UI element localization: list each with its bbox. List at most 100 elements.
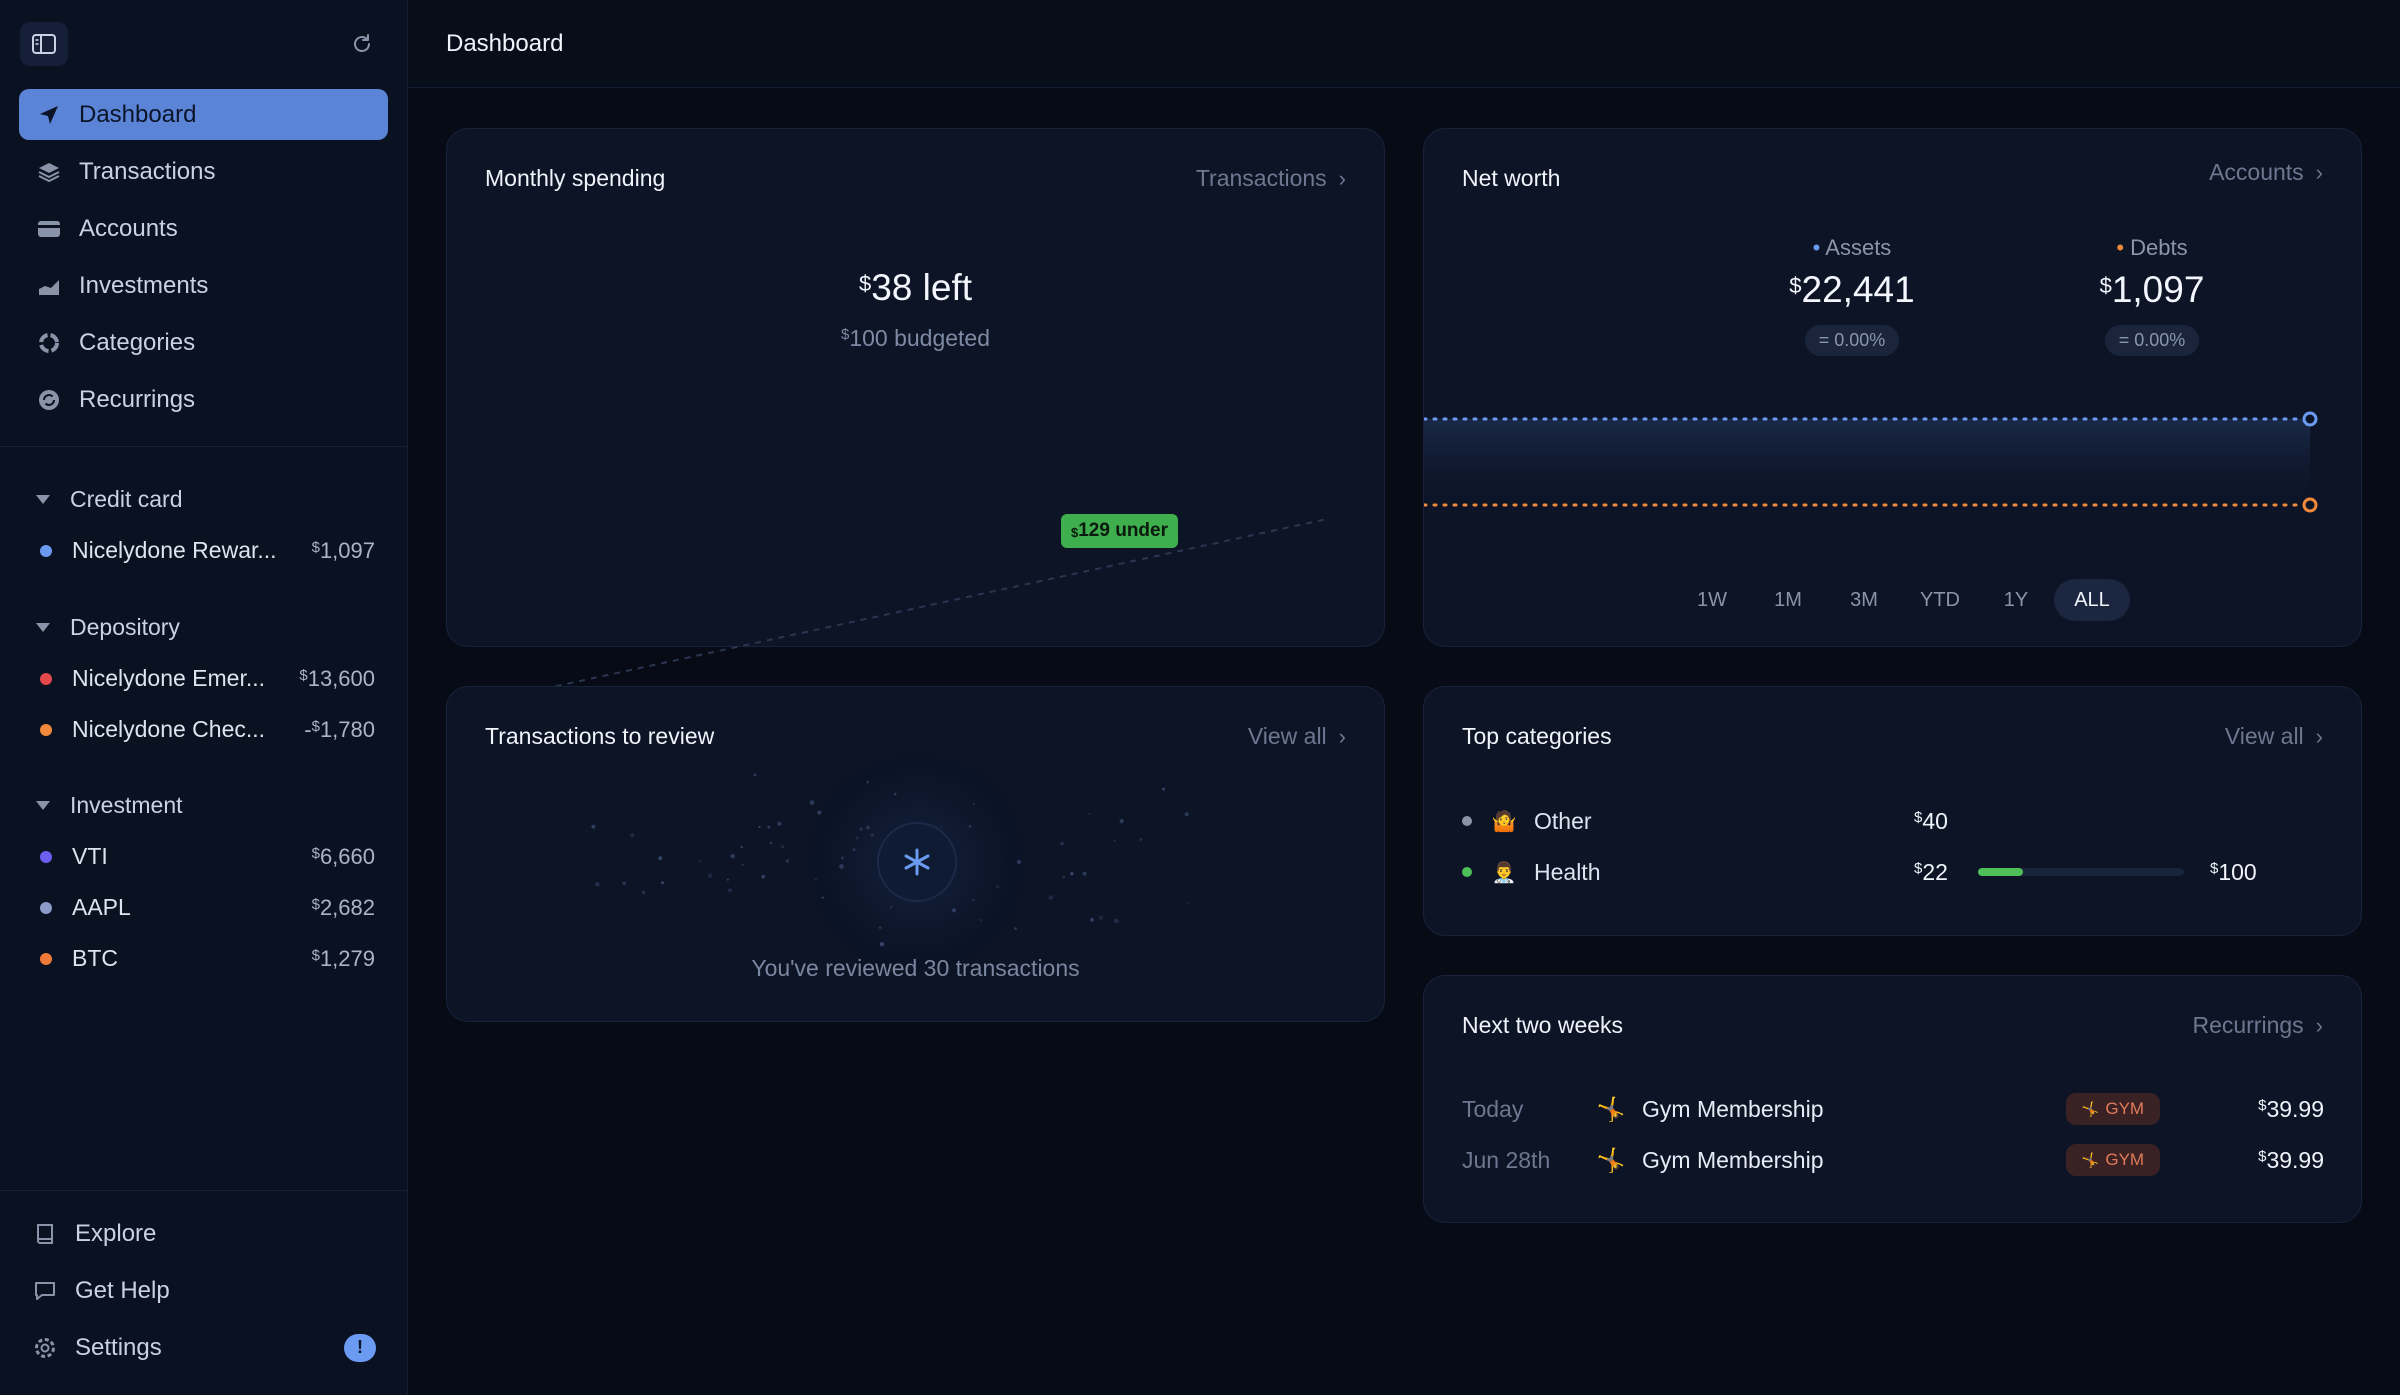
category-dot [1462, 816, 1472, 826]
gymnast-emoji-icon: 🤸 [1596, 1146, 1626, 1173]
nav-item-recurrings[interactable]: Recurrings [19, 374, 388, 425]
category-name: Other [1534, 807, 1592, 834]
category-amount: $22 [1914, 858, 1948, 885]
account-dot [40, 544, 52, 557]
card-title: Next two weeks [1462, 1012, 1624, 1038]
particle-dot [595, 882, 600, 887]
view-all-link[interactable]: View all › [1248, 723, 1346, 750]
group-label: Depository [70, 614, 180, 640]
particle-dot [952, 908, 956, 913]
nav-item-transactions[interactable]: Transactions [19, 146, 388, 197]
nav-item-categories[interactable]: Categories [19, 317, 388, 368]
range-ytd[interactable]: YTD [1920, 588, 1960, 611]
sidebar: Dashboard Transactions Accounts Investme… [0, 0, 408, 1395]
particle-dot [893, 792, 897, 796]
settings-alert-badge: ! [344, 1333, 376, 1362]
nav-item-explore[interactable]: Explore [19, 1208, 388, 1259]
nav-item-investments[interactable]: Investments [19, 260, 388, 311]
debts-summary: • Debts $1,097 = 0.00% [2042, 235, 2262, 356]
category-row[interactable]: 👨‍⚕️ Health $22 $100 [1462, 852, 2322, 892]
recurring-row[interactable]: Jun 28th 🤸 Gym Membership 🤸 GYM $39.99 [1462, 1140, 2324, 1180]
particle-dot [1048, 895, 1054, 900]
range-3m[interactable]: 3M [1850, 588, 1878, 611]
nav-item-settings[interactable]: Settings ! [19, 1322, 388, 1373]
particle-dot [726, 878, 729, 881]
particle-dot [1113, 839, 1116, 842]
range-1m[interactable]: 1M [1774, 588, 1802, 611]
view-all-link[interactable]: View all › [2225, 723, 2323, 750]
account-row[interactable]: Nicelydone Emer... $13,600 [0, 653, 408, 704]
account-name: AAPL [72, 894, 131, 920]
group-header[interactable]: Investment [0, 780, 408, 831]
category-amount: $40 [1914, 807, 1948, 834]
nav-label: Settings [75, 1333, 162, 1361]
recurring-amount: $39.99 [2258, 1095, 2324, 1122]
sparkle-icon [904, 848, 930, 876]
account-row[interactable]: Nicelydone Chec... -$1,780 [0, 704, 408, 755]
category-row[interactable]: 🤷 Other $40 [1462, 801, 2322, 841]
category-name: Health [1534, 858, 1601, 885]
account-name: VTI [72, 843, 108, 869]
nav-label: Transactions [79, 157, 216, 185]
assets-change-badge: = 0.00% [1804, 325, 1900, 356]
particle-dot [728, 888, 732, 893]
account-dot [40, 672, 52, 685]
assets-label: • Assets [1812, 235, 1892, 260]
particle-dot [1088, 812, 1091, 815]
sidebar-divider [0, 1190, 408, 1191]
particle-dot [769, 841, 773, 844]
account-row[interactable]: VTI $6,660 [0, 831, 408, 882]
particle-dot [879, 942, 885, 947]
recurring-name: Gym Membership [1642, 1146, 1824, 1173]
sidebar-bottom: Explore Get Help Settings ! [0, 1208, 408, 1379]
particle-dot [741, 863, 744, 866]
nav-label: Recurrings [79, 385, 196, 413]
particle-dot [753, 773, 757, 777]
particle-dot [1114, 918, 1119, 924]
account-dot [40, 850, 52, 863]
group-label: Credit card [70, 486, 183, 512]
nav-item-accounts[interactable]: Accounts [19, 203, 388, 254]
nav-item-get-help[interactable]: Get Help [19, 1265, 388, 1316]
group-header[interactable]: Depository [0, 602, 408, 653]
budget-pace-line [496, 518, 1328, 700]
particle-dot [855, 836, 859, 840]
range-1w[interactable]: 1W [1697, 588, 1727, 611]
under-budget-tooltip: $129 under [1061, 514, 1178, 548]
remaining-amount: $38 left [858, 267, 973, 308]
particle-dot [972, 802, 975, 805]
range-all[interactable]: ALL [2054, 579, 2130, 621]
range-1y[interactable]: 1Y [2003, 588, 2029, 611]
particle-dot [968, 824, 972, 828]
caret-down-icon [36, 801, 50, 810]
page-title: Dashboard [446, 30, 564, 57]
particle-dot [1187, 901, 1190, 904]
particle-dot [1184, 812, 1189, 817]
recurring-row[interactable]: Today 🤸 Gym Membership 🤸 GYM $39.99 [1462, 1089, 2324, 1129]
group-label: Investment [70, 792, 183, 818]
particle-dot [1060, 842, 1064, 846]
particle-dot [622, 881, 626, 886]
nav-item-dashboard[interactable]: Dashboard [19, 89, 388, 140]
particle-dot [591, 824, 596, 829]
sidebar-toggle-button[interactable] [20, 22, 68, 66]
particle-dot [1119, 819, 1124, 824]
recurring-amount: $39.99 [2258, 1146, 2324, 1173]
account-group-credit-card: Credit card Nicelydone Rewar... $1,097 [0, 474, 408, 576]
review-message: You've reviewed 30 transactions [751, 955, 1080, 981]
chevron-right-icon: › [2315, 159, 2323, 185]
chat-bubble-icon [31, 1277, 59, 1305]
account-amount: $13,600 [299, 665, 375, 691]
refresh-button[interactable] [346, 28, 378, 60]
account-row[interactable]: Nicelydone Rewar... $1,097 [0, 525, 408, 576]
accounts-link[interactable]: Accounts › [2209, 159, 2323, 186]
account-row[interactable]: BTC $1,279 [0, 933, 408, 984]
particle-dot [809, 800, 815, 805]
particle-dot [1082, 871, 1087, 876]
account-row[interactable]: AAPL $2,682 [0, 882, 408, 933]
group-header[interactable]: Credit card [0, 474, 408, 525]
transactions-review-card: Transactions to review View all › You've … [446, 686, 1385, 1022]
transactions-link[interactable]: Transactions › [1196, 165, 1346, 192]
recurrings-link[interactable]: Recurrings › [2192, 1012, 2323, 1039]
category-budget-bar [1978, 868, 2184, 876]
